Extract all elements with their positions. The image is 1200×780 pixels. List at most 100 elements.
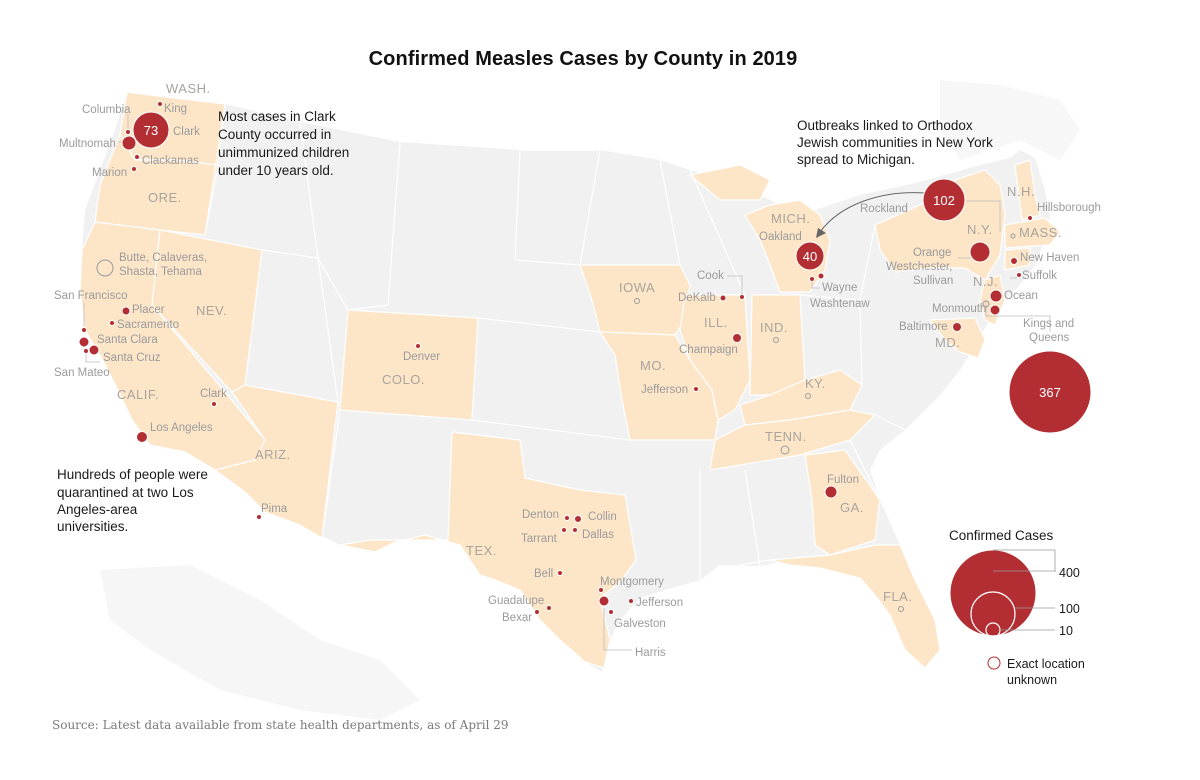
bubble-denver[interactable] xyxy=(415,343,421,349)
bubble-ocean[interactable] xyxy=(989,289,1003,303)
state-label-nv: NEV. xyxy=(196,303,227,318)
state-label-in: IND. xyxy=(760,320,788,335)
bubble-marion[interactable] xyxy=(131,166,137,172)
bubble-placer[interactable] xyxy=(121,306,131,316)
county-santa-cruz: Santa Cruz xyxy=(103,352,161,364)
bubble-sacramento[interactable] xyxy=(109,320,115,326)
county-hillsborough: Hillsborough xyxy=(1037,202,1101,214)
bubble-bexar[interactable] xyxy=(534,609,540,615)
outbreak-arrow xyxy=(819,192,926,233)
bubble-king[interactable] xyxy=(157,101,163,107)
bubble-clackamas[interactable] xyxy=(134,154,140,160)
bubble-oakland[interactable] xyxy=(795,241,825,271)
unknown-iowa xyxy=(634,298,640,304)
state-label-il: ILL. xyxy=(704,315,728,330)
county-baltimore: Baltimore xyxy=(899,321,948,333)
bubble-washtenaw[interactable] xyxy=(809,276,815,282)
bubble-los-angeles[interactable] xyxy=(136,431,148,443)
county-washtenaw: Washtenaw xyxy=(810,298,870,310)
county-dallas: Dallas xyxy=(582,529,614,541)
legend-title: Confirmed Cases xyxy=(949,528,1054,543)
bubble-fulton[interactable] xyxy=(824,485,838,499)
bubble-multnomah[interactable] xyxy=(121,135,137,151)
note-la-line4: universities. xyxy=(57,519,128,534)
bubble-cook[interactable] xyxy=(739,294,745,300)
bubble-rockland[interactable] xyxy=(922,178,966,222)
bubble-columbia[interactable] xyxy=(125,129,131,135)
bubble-guadalupe[interactable] xyxy=(546,605,552,611)
state-label-az: ARIZ. xyxy=(255,447,291,462)
state-label-tx: TEX. xyxy=(466,543,497,558)
bubble-kings-queens[interactable] xyxy=(1008,350,1092,434)
bubble-bell[interactable] xyxy=(557,570,563,576)
county-bexar: Bexar xyxy=(502,612,532,624)
county-labels: King Columbia Multnomah Clark Clackamas … xyxy=(54,103,1101,659)
bubble-sf[interactable] xyxy=(81,327,87,333)
bubble-dekalb[interactable] xyxy=(719,294,727,302)
county-westchester: Westchester, xyxy=(886,261,952,273)
bubble-new-haven[interactable] xyxy=(1010,257,1018,265)
county-jefferson-mo: Jefferson xyxy=(641,384,688,396)
county-ocean: Ocean xyxy=(1004,290,1038,302)
county-wayne: Wayne xyxy=(822,282,857,294)
leader-rockland xyxy=(966,200,1001,232)
bubble-jefferson-tx[interactable] xyxy=(628,598,634,604)
unknown-nj xyxy=(982,300,990,308)
county-butte: Butte, Calaveras, xyxy=(119,252,207,264)
county-fulton: Fulton xyxy=(827,474,859,486)
canada-hint xyxy=(940,80,1080,160)
state-michigan xyxy=(688,164,831,293)
legend-label-100: 100 xyxy=(1059,602,1080,616)
bubble-wayne[interactable] xyxy=(817,272,825,280)
bubble-harris[interactable] xyxy=(598,595,610,607)
bubble-jefferson-mo[interactable] xyxy=(693,386,699,392)
unknown-florida xyxy=(898,606,904,612)
county-queens: Queens xyxy=(1029,332,1070,344)
state-illinois xyxy=(679,294,751,421)
bubble-monmouth[interactable] xyxy=(989,304,1001,316)
bubble-baltimore[interactable] xyxy=(952,322,962,332)
bubble-hillsborough[interactable] xyxy=(1027,215,1033,221)
bubble-collin[interactable] xyxy=(574,515,582,523)
state-label-md: MD. xyxy=(935,335,960,350)
bubble-santa-clara[interactable] xyxy=(78,336,90,348)
unknown-indiana xyxy=(773,337,779,343)
bubble-pima[interactable] xyxy=(256,514,262,520)
state-label-nj: N.J. xyxy=(973,274,998,289)
county-sacramento: Sacramento xyxy=(117,319,179,331)
note-orthodox-line3: spread to Michigan. xyxy=(797,152,915,167)
bubble-clark-nv[interactable] xyxy=(211,401,217,407)
county-dekalb: DeKalb xyxy=(678,292,716,304)
county-bell: Bell xyxy=(534,568,553,580)
county-harris: Harris xyxy=(635,647,666,659)
county-denton: Denton xyxy=(522,509,559,521)
note-orthodox-line2: Jewish communities in New York xyxy=(797,135,993,150)
state-label-or: ORE. xyxy=(148,190,182,205)
state-label-ky: KY. xyxy=(805,376,826,391)
bubble-galveston[interactable] xyxy=(608,609,614,615)
state-label-wa: WASH. xyxy=(166,81,211,96)
bubble-santa-cruz[interactable] xyxy=(88,344,100,356)
county-monmouth: Monmouth xyxy=(932,303,986,315)
leader-wayne xyxy=(811,280,820,289)
note-orthodox-line1: Outbreaks linked to Orthodox xyxy=(797,118,973,133)
state-connecticut xyxy=(1004,247,1031,271)
bubble-san-mateo[interactable] xyxy=(83,348,89,354)
bubble-denton[interactable] xyxy=(564,515,570,521)
bubble-montgomery[interactable] xyxy=(598,587,604,593)
bubble-orange[interactable] xyxy=(969,241,991,263)
county-tarrant: Tarrant xyxy=(521,533,558,545)
county-champaign: Champaign xyxy=(679,344,738,356)
state-new-hampshire xyxy=(1014,159,1041,221)
state-labels: WASH. ORE. NEV. CALIF. ARIZ. COLO. TEX. … xyxy=(117,81,1061,604)
county-clackamas: Clackamas xyxy=(142,155,199,167)
source-note: Source: Latest data available from state… xyxy=(52,718,509,732)
bubble-tarrant[interactable] xyxy=(561,527,567,533)
bubble-champaign[interactable] xyxy=(732,333,742,343)
county-orange: Orange xyxy=(913,247,951,259)
bubble-suffolk[interactable] xyxy=(1016,272,1022,278)
bubble-dallas[interactable] xyxy=(572,527,578,533)
bubble-clark-wa[interactable] xyxy=(132,111,170,149)
state-label-tn: TENN. xyxy=(765,429,807,444)
